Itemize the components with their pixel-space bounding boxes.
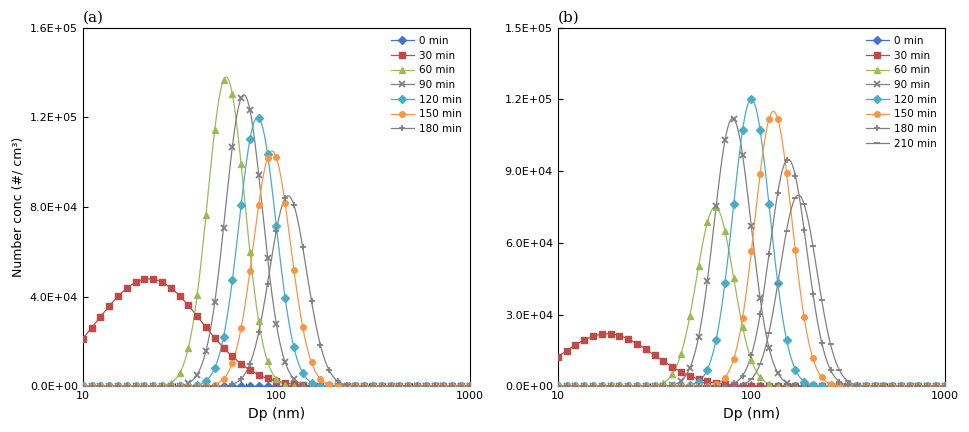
X-axis label: Dp (nm): Dp (nm): [722, 407, 779, 421]
Text: (a): (a): [82, 11, 104, 25]
Legend: 0 min, 30 min, 60 min, 90 min, 120 min, 150 min, 180 min, 210 min: 0 min, 30 min, 60 min, 90 min, 120 min, …: [861, 33, 939, 152]
X-axis label: Dp (nm): Dp (nm): [247, 407, 304, 421]
Legend: 0 min, 30 min, 60 min, 90 min, 120 min, 150 min, 180 min: 0 min, 30 min, 60 min, 90 min, 120 min, …: [388, 33, 464, 137]
Y-axis label: Number conc (#/ cm³): Number conc (#/ cm³): [11, 137, 24, 277]
Text: (b): (b): [557, 11, 578, 25]
